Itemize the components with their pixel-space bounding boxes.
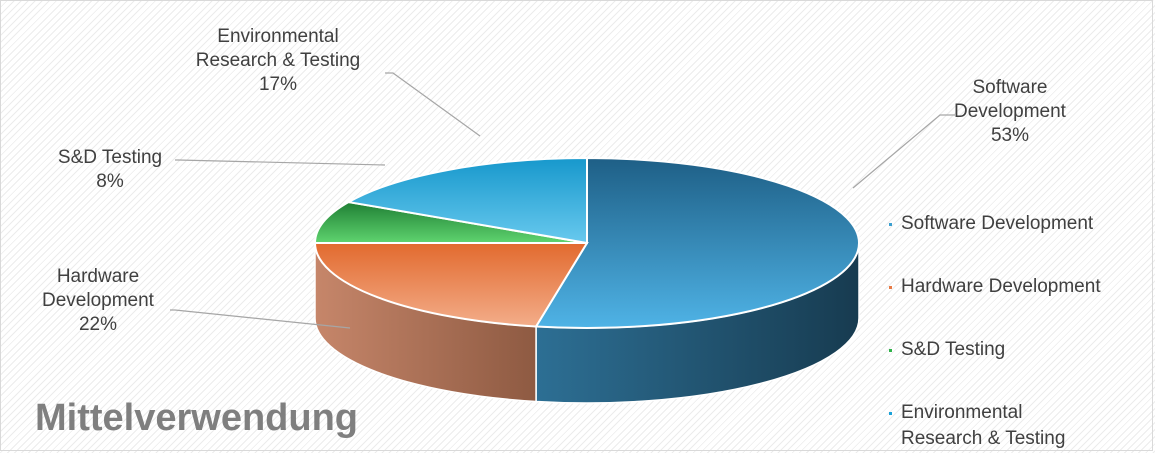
chart-title: Mittelverwendung xyxy=(35,397,358,439)
legend-label: Hardware Development xyxy=(901,276,1101,297)
legend-marker xyxy=(889,412,892,415)
legend-label: Software Development xyxy=(901,213,1094,234)
leader-line xyxy=(852,114,955,189)
leader-line xyxy=(170,309,351,329)
leader-line xyxy=(385,72,481,137)
legend: Software Development Hardware Development… xyxy=(889,213,1101,449)
slice-labels: Software Development 53% Hardware Developmen… xyxy=(42,26,1067,335)
leader-lines xyxy=(170,72,955,329)
slice-data-label: Environmental Research & Testing 17% xyxy=(196,26,360,95)
slice-data-label: S&D Testing 8% xyxy=(58,147,162,192)
slice-data-label: Software Development 53% xyxy=(954,77,1067,146)
legend-label: Environmental Research & Testing xyxy=(901,402,1065,449)
pie-slice xyxy=(534,156,860,329)
pie-slice xyxy=(345,156,588,245)
legend-marker xyxy=(889,286,892,289)
legend-marker xyxy=(889,223,892,226)
pie-slice xyxy=(313,201,588,244)
legend-marker xyxy=(889,349,892,352)
slice-data-label: Hardware Development 22% xyxy=(42,266,155,335)
pie-slice xyxy=(313,242,589,328)
pie-top-layer xyxy=(313,156,860,329)
leader-line xyxy=(175,159,386,166)
legend-label: S&D Testing xyxy=(901,339,1005,360)
